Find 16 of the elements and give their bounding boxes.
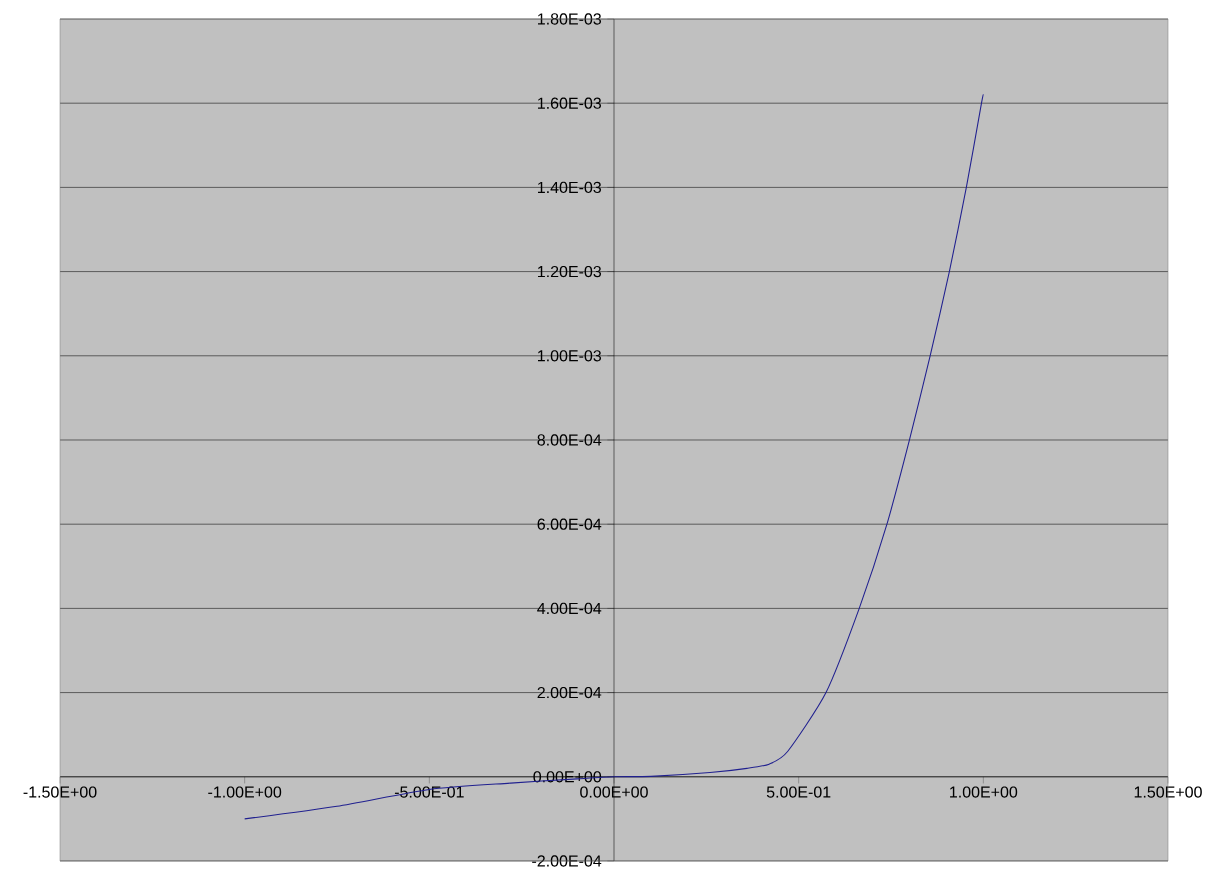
x-tick-label: 1.50E+00 xyxy=(1134,786,1202,798)
x-tick-label: -1.50E+00 xyxy=(23,786,97,798)
y-tick-label: 4.00E-04 xyxy=(537,602,602,615)
y-tick-label: -2.00E-04 xyxy=(532,855,602,867)
x-tick-label: -1.00E+00 xyxy=(208,786,282,798)
y-tick-label: 8.00E-04 xyxy=(537,434,602,446)
x-tick-label: 5.00E-01 xyxy=(766,786,831,798)
y-tick-label: 1.00E-03 xyxy=(538,350,602,362)
y-tick-label: 1.40E-03 xyxy=(538,181,602,194)
y-tick-label: 1.80E-03 xyxy=(538,13,602,25)
x-tick-label: 1.00E+00 xyxy=(950,786,1018,798)
y-tick-label: 1.20E-03 xyxy=(538,265,602,278)
y-tick-label: 2.00E-04 xyxy=(537,686,602,699)
y-tick-label: 6.00E-04 xyxy=(537,518,602,530)
y-tick-label: 1.60E-03 xyxy=(538,97,602,109)
x-tick-label: 0.00E+00 xyxy=(580,786,648,798)
